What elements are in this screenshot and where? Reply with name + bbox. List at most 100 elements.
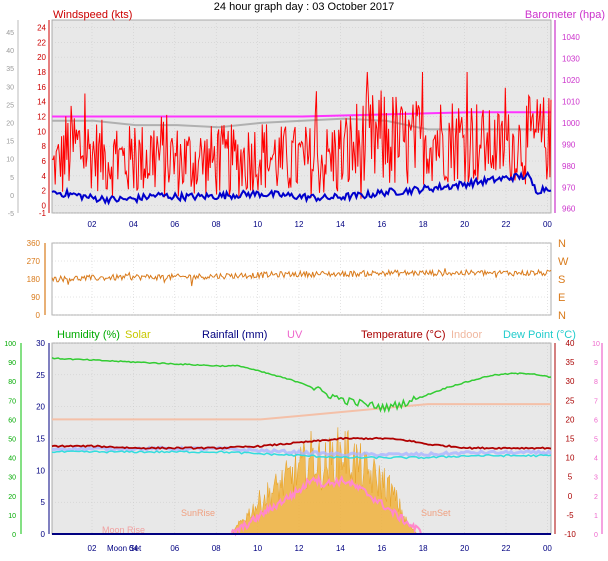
dew-point-band — [51, 445, 552, 458]
outer-tick-label: 35 — [6, 66, 14, 73]
direction-tick-labels: 0 90 180 270 360 — [27, 239, 46, 320]
direction-tick-label: 360 — [27, 239, 41, 248]
sunrise-label: SunRise — [181, 508, 215, 518]
legend-indoor: Indoor — [451, 329, 483, 341]
compass-label: S — [558, 274, 565, 286]
hour-tick-label: 16 — [377, 544, 386, 553]
hour-tick-label: 14 — [336, 544, 345, 553]
hour-tick-label: 12 — [295, 220, 304, 229]
uv-tick-label: 1 — [594, 513, 598, 520]
uv-tick-label: 7 — [594, 398, 598, 405]
temperature-tick-label: 25 — [566, 396, 575, 405]
humidity-tick-label: 30 — [8, 475, 16, 482]
hour-tick-label: 06 — [170, 220, 179, 229]
temperature-tick-label: 30 — [566, 377, 575, 386]
barometer-tick-label: 970 — [562, 183, 576, 192]
outer-tick-label: 20 — [6, 121, 14, 128]
barometer-tick-label: 980 — [562, 162, 576, 171]
uv-tick-label: 5 — [594, 437, 598, 444]
humidity-tick-label: 100 — [4, 341, 16, 348]
hour-tick-label: 08 — [212, 220, 221, 229]
humidity-tick-label: 20 — [8, 494, 16, 501]
compass-label: N — [558, 238, 566, 250]
barometer-tick-label: 960 — [562, 205, 576, 214]
windspeed-axis-label: Windspeed (kts) — [53, 9, 132, 21]
hour-tick-label: 18 — [419, 544, 428, 553]
temperature-tick-label: -10 — [564, 530, 576, 539]
windspeed-tick-label: 16 — [37, 83, 46, 92]
windspeed-tick-label: 22 — [37, 38, 46, 47]
rainfall-tick-label: 10 — [36, 466, 45, 475]
temp-series — [51, 357, 552, 537]
humidity-tick-label: 70 — [8, 398, 16, 405]
windspeed-tick-label: 18 — [37, 68, 46, 77]
rainfall-tick-label: 25 — [36, 371, 45, 380]
windspeed-tick-label: 6 — [42, 157, 47, 166]
hour-tick-label: 10 — [253, 220, 262, 229]
barometer-tick-label: 1040 — [562, 33, 580, 42]
hour-tick-label: 06 — [170, 544, 179, 553]
hour-tick-label: 02 — [88, 544, 97, 553]
windspeed-tick-label: 2 — [42, 187, 47, 196]
rainfall-tick-label: 0 — [41, 530, 46, 539]
windspeed-tick-label: 8 — [42, 142, 47, 151]
direction-tick-label: 270 — [27, 257, 41, 266]
uv-tick-labels: 0 1 2 3 4 5 6 7 8 9 10 — [592, 341, 603, 539]
barometer-tick-label: 1010 — [562, 97, 580, 106]
humidity-tick-labels: 0 10 20 30 40 50 60 70 80 90 100 — [4, 341, 22, 539]
temperature-tick-label: 15 — [566, 435, 575, 444]
humidity-tick-label: 60 — [8, 417, 16, 424]
rainfall-tick-label: 15 — [36, 435, 45, 444]
direction-series — [51, 268, 552, 287]
temp-legend: Humidity (%) Solar Rainfall (mm) UV Temp… — [57, 329, 576, 341]
temperature-tick-label: 0 — [568, 492, 573, 501]
windspeed-tick-label: 0 — [42, 202, 47, 211]
legend-rainfall: Rainfall (mm) — [202, 329, 267, 341]
legend-humidity: Humidity (%) — [57, 329, 120, 341]
uv-tick-label: 8 — [594, 379, 598, 386]
hour-tick-label: 04 — [129, 220, 138, 229]
wind-hour-tick-labels: 02 04 06 08 10 12 14 16 18 20 22 00 — [88, 220, 553, 229]
humidity-tick-label: 40 — [8, 456, 16, 463]
hour-tick-label: 14 — [336, 220, 345, 229]
direction-grid — [52, 242, 551, 316]
hour-tick-label: 02 — [88, 220, 97, 229]
direction-tick-label: 180 — [27, 275, 41, 284]
legend-temperature: Temperature (°C) — [361, 329, 445, 341]
outer-tick-label: 0 — [10, 193, 14, 200]
hour-tick-label: 04 — [129, 544, 138, 553]
compass-label: W — [558, 256, 569, 268]
wind-direction-line — [51, 268, 552, 287]
solar-area — [231, 427, 419, 535]
legend-uv: UV — [287, 329, 303, 341]
wind-series — [51, 71, 552, 206]
windspeed-tick-label: -1 — [39, 209, 47, 218]
temperature-tick-label: 40 — [566, 339, 575, 348]
outer-tick-label: 25 — [6, 102, 14, 109]
rainfall-tick-label: 5 — [41, 498, 46, 507]
sun-moon-annotations: Moon Rise SunRise SunSet Moon Set — [102, 508, 451, 553]
legend-dew-point: Dew Point (°C) — [503, 329, 576, 341]
barometer-axis-label: Barometer (hpa) — [525, 9, 605, 21]
barometer-line — [52, 111, 551, 118]
rainfall-tick-labels: 0 5 10 15 20 25 30 — [36, 339, 50, 539]
windspeed-tick-label: 24 — [37, 23, 46, 32]
temperature-tick-labels: -10 -5 0 5 10 15 20 25 30 35 40 — [554, 339, 576, 539]
temperature-tick-label: 35 — [566, 358, 575, 367]
outer-tick-label: 5 — [10, 175, 14, 182]
windspeed-tick-label: 14 — [37, 98, 46, 107]
uv-tick-label: 6 — [594, 417, 598, 424]
hour-tick-label: 00 — [543, 544, 552, 553]
hour-tick-label: 20 — [460, 544, 469, 553]
direction-tick-label: 90 — [31, 293, 40, 302]
wind-pressure-panel: Windspeed (kts) Barometer (hpa) -1024681… — [6, 9, 605, 229]
humidity-tick-label: 50 — [8, 437, 16, 444]
hour-tick-label: 18 — [419, 220, 428, 229]
outer-tick-label: 45 — [6, 30, 14, 37]
temp-humidity-panel: Humidity (%) Solar Rainfall (mm) UV Temp… — [4, 329, 603, 553]
compass-label: E — [558, 292, 565, 304]
